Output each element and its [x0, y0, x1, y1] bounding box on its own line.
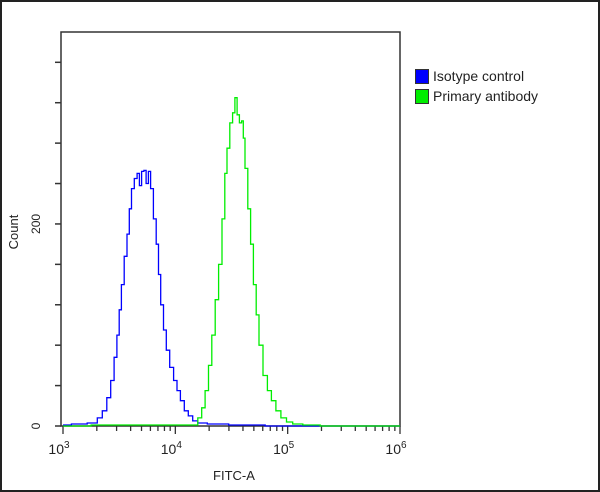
y-tick-label: 0	[29, 422, 43, 429]
legend-item-isotype-control: Isotype control	[415, 66, 538, 86]
x-axis-label: FITC-A	[213, 468, 255, 483]
legend-item-primary-antibody: Primary antibody	[415, 86, 538, 106]
x-tick-label: 106	[385, 440, 407, 457]
isotype-control-curve	[63, 169, 400, 427]
x-tick-label: 105	[273, 440, 295, 457]
y-axis-label: Count	[6, 214, 21, 249]
y-tick-label: 200	[29, 214, 43, 234]
legend: Isotype control Primary antibody	[415, 66, 538, 106]
legend-label: Isotype control	[433, 68, 525, 84]
x-tick-label: 103	[48, 440, 70, 457]
plot-axes: 0 200 103 104 105 106	[29, 31, 407, 457]
legend-swatch-green	[415, 88, 429, 104]
legend-label: Primary antibody	[433, 88, 539, 104]
legend-swatch-blue	[415, 68, 429, 84]
x-tick-label: 104	[161, 440, 183, 457]
plot-box	[60, 31, 401, 427]
primary-antibody-curve	[63, 97, 400, 427]
histogram-curves	[63, 97, 400, 427]
